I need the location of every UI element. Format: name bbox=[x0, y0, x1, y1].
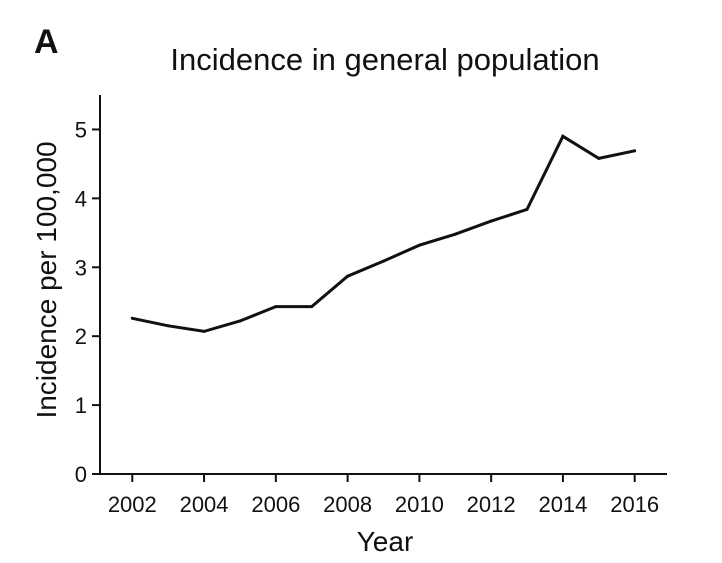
data-point bbox=[417, 243, 421, 247]
x-tick-label: 2016 bbox=[610, 492, 659, 517]
data-point bbox=[525, 207, 529, 211]
data-point bbox=[597, 156, 601, 160]
x-tick-label: 2010 bbox=[395, 492, 444, 517]
data-point bbox=[166, 324, 170, 328]
data-point bbox=[238, 319, 242, 323]
y-axis-title: Incidence per 100,000 bbox=[31, 141, 62, 418]
y-axis-ticks: 0 1 2 3 4 5 bbox=[75, 117, 100, 487]
data-point bbox=[346, 274, 350, 278]
series-layer bbox=[130, 134, 637, 333]
y-tick-label: 0 bbox=[75, 462, 87, 487]
x-axis-title: Year bbox=[357, 526, 414, 557]
data-point bbox=[382, 259, 385, 263]
data-point bbox=[633, 149, 637, 153]
y-tick-label: 1 bbox=[75, 393, 87, 418]
panel-label: A bbox=[34, 23, 59, 61]
x-tick-label: 2014 bbox=[538, 492, 587, 517]
data-point bbox=[453, 232, 457, 236]
data-point bbox=[561, 134, 565, 138]
y-tick-label: 3 bbox=[75, 255, 87, 280]
x-tick-label: 2012 bbox=[467, 492, 516, 517]
data-point bbox=[202, 329, 206, 333]
data-point bbox=[310, 305, 314, 309]
x-axis-ticks: 2002 2004 2006 2008 2010 2012 2014 2016 bbox=[108, 474, 659, 517]
data-point bbox=[489, 219, 493, 223]
x-tick-label: 2008 bbox=[323, 492, 372, 517]
chart-title: Incidence in general population bbox=[170, 42, 599, 77]
y-tick-label: 2 bbox=[75, 324, 87, 349]
y-tick-label: 5 bbox=[75, 117, 87, 142]
x-tick-label: 2002 bbox=[108, 492, 157, 517]
x-tick-label: 2004 bbox=[180, 492, 229, 517]
data-point bbox=[274, 305, 278, 309]
data-point bbox=[130, 316, 134, 320]
axes bbox=[99, 95, 667, 475]
x-tick-label: 2006 bbox=[251, 492, 300, 517]
series-line bbox=[131, 134, 636, 333]
y-tick-label: 4 bbox=[75, 186, 87, 211]
